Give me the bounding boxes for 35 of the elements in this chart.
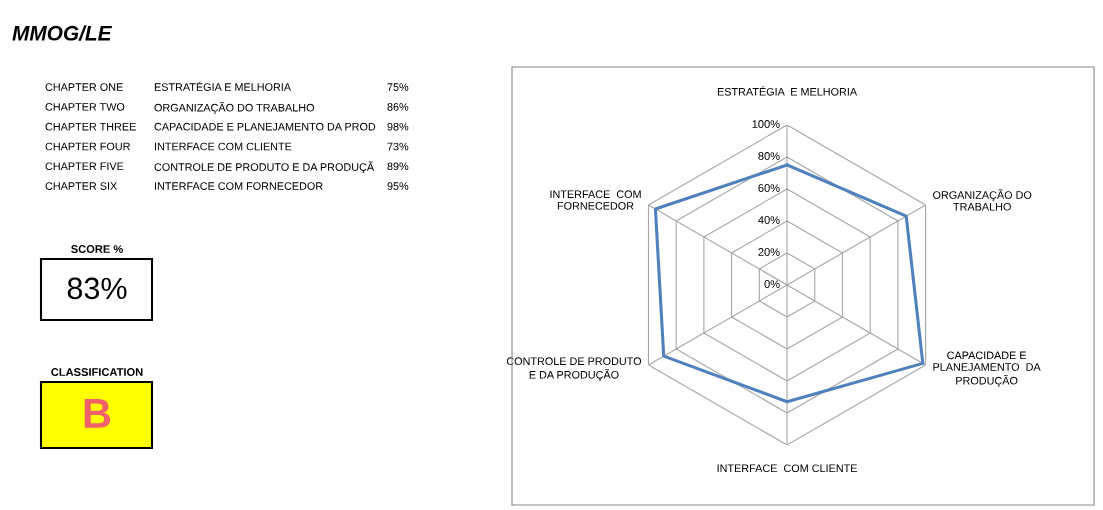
text: CHAPTER SIX [45,182,118,190]
spoke-label: INTERFACE COM CLIENTE [717,464,858,473]
text: 95% [387,182,409,190]
spoke-label: ESTRATÉGIA E MELHORIA [717,86,858,96]
text: SCORE % [71,245,123,253]
y-tick-label: 40% [758,216,780,224]
y-tick-label: 60% [758,184,780,192]
spoke-label: CAPACIDADE E PLANEJAMENTO DA PRODUÇÃO [933,351,1041,387]
y-tick-label: 20% [758,248,780,256]
y-tick-label: 100% [752,120,780,128]
spoke-label: CONTROLE DE PRODUTO E DA PRODUÇÃO [506,357,642,381]
text: CHAPTER ONE [45,83,123,91]
text: CAPACIDADE E PLANEJAMENTO DA PROD [154,122,376,131]
text: 73% [387,142,409,151]
text: 86% [387,103,409,111]
text: CHAPTER FOUR [45,142,130,151]
text: 75% [387,83,409,91]
spoke-label: ORGANIZAÇÃO DO TRABALHO [933,189,1032,211]
text: 83% [67,277,127,300]
text: CLASSIFICATION [51,368,143,376]
text: 98% [387,122,409,131]
y-tick-label: 80% [758,152,780,160]
y-tick-label: 0% [764,280,780,288]
spoke-label: INTERFACE COM FORNECEDOR [550,190,641,210]
text: MMOG/LE [12,25,113,41]
text: CHAPTER FIVE [45,162,124,171]
text: B [84,399,111,428]
text: INTERFACE COM FORNECEDOR [155,182,323,190]
text: CHAPTER THREE [45,122,136,131]
text: 89% [387,162,409,171]
text: CONTROLE DE PRODUTO E DA PRODUÇÃ [154,161,375,174]
text: INTERFACE COM CLIENTE [155,142,292,151]
text: ORGANIZAÇÃO DO TRABALHO [154,101,315,114]
text: ESTRATÉGIA E MELHORIA [154,81,292,91]
text: CHAPTER TWO [45,103,125,111]
